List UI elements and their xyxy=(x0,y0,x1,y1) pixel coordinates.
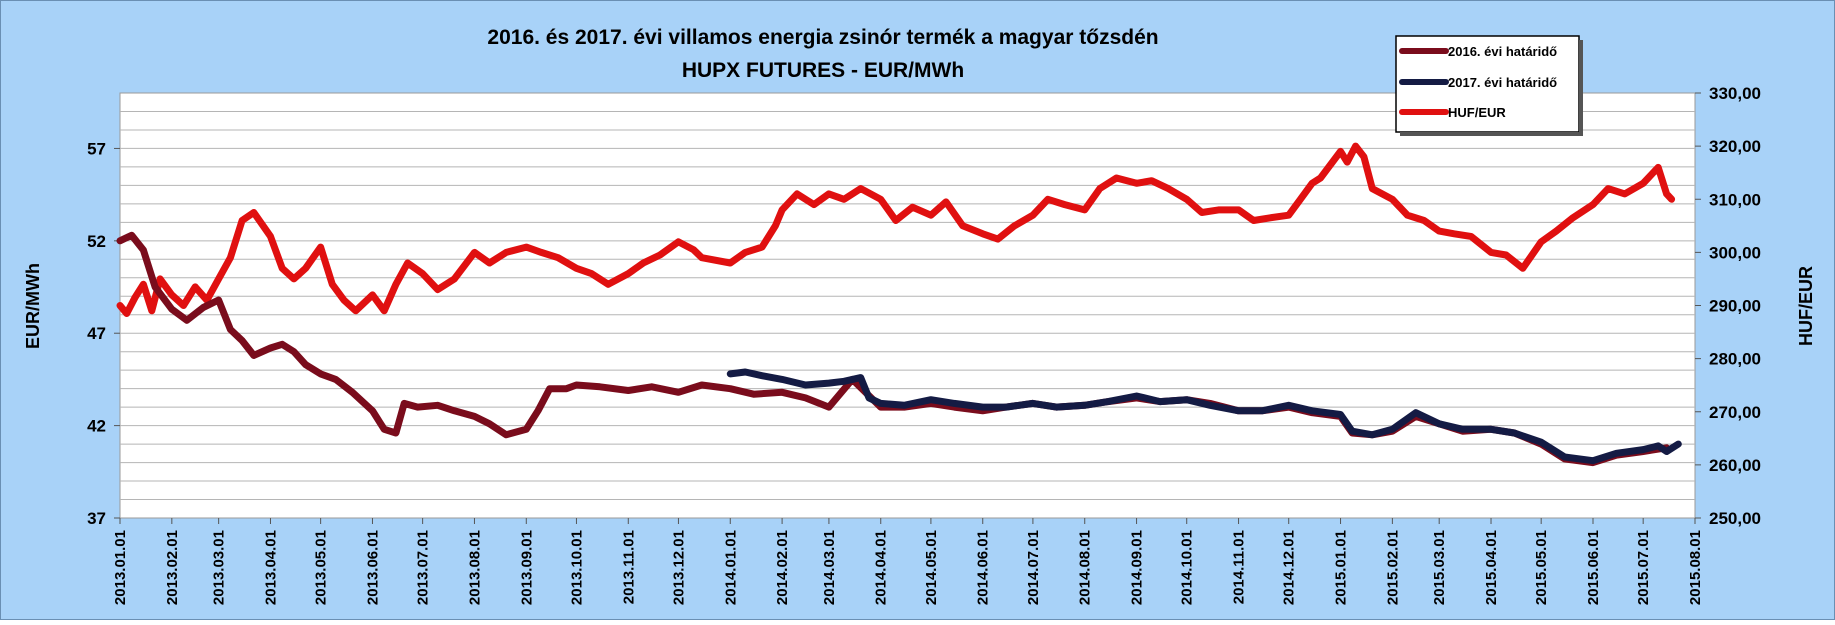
y-right-tick-label: 270,00 xyxy=(1709,403,1761,422)
x-tick-label: 2013.01.01 xyxy=(112,530,129,605)
x-tick-label: 2013.09.01 xyxy=(518,530,535,605)
axis-layer: 37 42 47 52 57 250,00 260,00 270,00 280,00 290,00… xyxy=(87,84,1761,605)
x-tick-label: 2013.06.01 xyxy=(364,530,381,605)
legend-shadow xyxy=(1579,40,1583,136)
x-tick-label: 2013.07.01 xyxy=(415,530,432,605)
x-tick-label: 2015.06.01 xyxy=(1585,530,1602,605)
legend-shadow-bottom xyxy=(1400,132,1583,136)
y-axis-right-label: HUF/EUR xyxy=(1796,266,1816,346)
x-tick-label: 2013.02.01 xyxy=(164,530,181,605)
x-tick-label: 2014.06.01 xyxy=(975,530,992,605)
x-tick-label: 2014.01.01 xyxy=(722,530,739,605)
legend-label-2016: 2016. évi határidő xyxy=(1448,44,1557,59)
y-right-tick-label: 250,00 xyxy=(1709,509,1761,528)
x-tick-label: 2015.01.01 xyxy=(1333,530,1350,605)
y-axis-left-label: EUR/MWh xyxy=(23,263,43,349)
x-tick-label: 2015.03.01 xyxy=(1431,530,1448,605)
y-right-tick-label: 280,00 xyxy=(1709,350,1761,369)
legend-label-2017: 2017. évi határidő xyxy=(1448,75,1557,90)
y-right-tick-label: 330,00 xyxy=(1709,84,1761,103)
x-tick-label: 2014.10.01 xyxy=(1179,530,1196,605)
x-tick-label: 2013.10.01 xyxy=(568,530,585,605)
x-tick-label: 2013.11.01 xyxy=(620,530,637,604)
x-tick-label: 2014.09.01 xyxy=(1129,530,1146,605)
series-line-1 xyxy=(726,368,1682,465)
x-tick-label: 2014.05.01 xyxy=(923,530,940,605)
chart-subtitle: HUPX FUTURES - EUR/MWh xyxy=(682,59,964,82)
y-left-tick-label: 42 xyxy=(87,417,106,436)
chart-title: 2016. és 2017. évi villamos energia zsin… xyxy=(487,26,1158,49)
x-tick-label: 2014.12.01 xyxy=(1281,530,1298,605)
x-tick-label: 2013.04.01 xyxy=(262,530,279,605)
x-tick-label: 2014.11.01 xyxy=(1231,530,1248,604)
legend-label-huf-eur: HUF/EUR xyxy=(1448,105,1506,120)
x-tick-label: 2014.04.01 xyxy=(873,530,890,605)
x-tick-label: 2013.03.01 xyxy=(211,530,228,605)
x-tick-label: 2013.12.01 xyxy=(670,530,687,605)
x-tick-label: 2014.03.01 xyxy=(821,530,838,605)
series-line-2 xyxy=(116,142,1676,317)
y-right-tick-label: 320,00 xyxy=(1709,137,1761,156)
y-left-tick-label: 57 xyxy=(87,139,106,158)
legend: 2016. évi határidő 2017. évi határidő HU… xyxy=(1395,35,1583,136)
x-tick-label: 2014.02.01 xyxy=(774,530,791,605)
y-right-tick-label: 260,00 xyxy=(1709,456,1761,475)
x-tick-label: 2014.08.01 xyxy=(1077,530,1094,605)
x-tick-label: 2013.05.01 xyxy=(313,530,330,605)
x-tick-label: 2014.07.01 xyxy=(1025,530,1042,605)
x-tick-label: 2015.02.01 xyxy=(1384,530,1401,605)
x-tick-label: 2015.07.01 xyxy=(1635,530,1652,605)
y-right-tick-label: 310,00 xyxy=(1709,190,1761,209)
y-left-tick-label: 52 xyxy=(87,232,106,251)
y-left-tick-label: 47 xyxy=(87,324,106,343)
x-tick-label: 2013.08.01 xyxy=(466,530,483,605)
y-right-tick-label: 290,00 xyxy=(1709,297,1761,316)
y-right-tick-label: 300,00 xyxy=(1709,243,1761,262)
x-tick-label: 2015.04.01 xyxy=(1483,530,1500,605)
y-left-tick-label: 37 xyxy=(87,509,106,528)
series-layer xyxy=(116,142,1682,467)
x-tick-label: 2015.08.01 xyxy=(1687,530,1704,605)
x-tick-label: 2015.05.01 xyxy=(1533,530,1550,605)
